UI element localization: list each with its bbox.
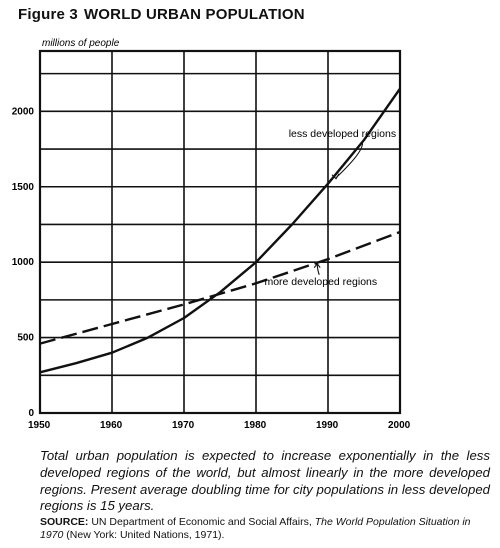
source-suffix: (New York: United Nations, 1971). [66,529,225,541]
y-tick-label: 1500 [12,182,35,193]
source-label: SOURCE: [40,516,89,528]
y-tick-label: 1000 [12,257,35,268]
annotations: less developed regions more developed reg… [264,128,396,288]
annotation-arrowhead [331,173,340,180]
annotation-label: less developed regions [289,128,396,140]
x-tick-label: 1950 [28,420,51,431]
source-note: SOURCE: UN Department of Economic and So… [40,516,492,542]
series-group [39,88,401,374]
source-prefix: UN Department of Economic and Social Aff… [91,516,312,528]
y-tick-label: 2000 [12,106,35,117]
annotation-arrow [335,141,363,179]
x-tick-label: 1980 [244,420,267,431]
y-axis-label: millions of people [42,38,120,49]
grid [40,51,400,413]
y-tick-label: 500 [17,333,34,344]
y-tick-label: 0 [28,408,34,419]
x-tick-label: 1970 [172,420,195,431]
chart: 1950 1960 1970 1980 1990 2000 0 500 1000 1500 2000… [12,38,411,431]
chart-title: WORLD URBAN POPULATION [83,6,305,23]
annotation-label: more developed regions [264,276,377,288]
source-work: The World Population Situation in 1970 [40,516,471,541]
x-tick-label: 2000 [388,420,411,431]
series-line-more-developed-regions [39,230,401,345]
tick-labels: 1950 1960 1970 1980 1990 2000 0 500 1000 1500 2000 [12,106,411,431]
figure-title: Figure 3 WORLD URBAN POPULATION [18,6,305,23]
series-line-less-developed-regions [39,88,401,374]
x-tick-label: 1990 [316,420,339,431]
figure-number: Figure 3 [18,6,78,23]
annotation-arrowhead [313,262,321,268]
x-tick-label: 1960 [100,420,123,431]
figure-caption: Total urban population is expected to in… [40,448,490,514]
